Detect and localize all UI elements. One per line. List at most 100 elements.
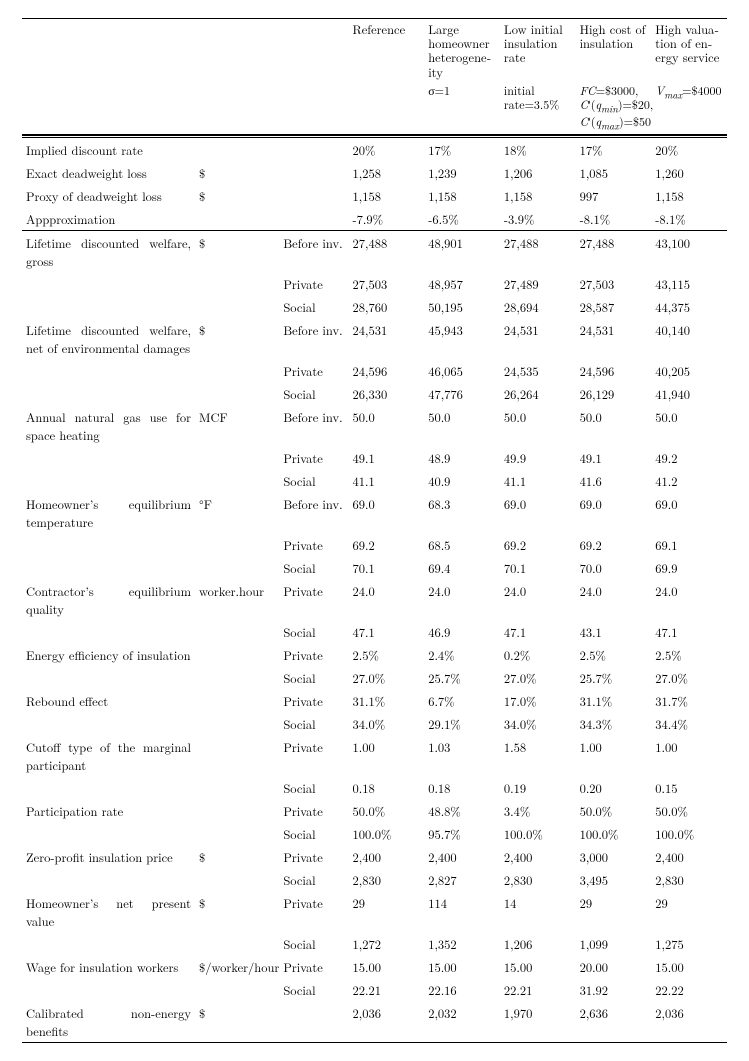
param-note-init-rate: initial rate=3.5% — [500, 82, 576, 135]
val-large-het: 68.5 — [424, 533, 500, 556]
val-high-cost: 24.0 — [576, 579, 652, 620]
val-reference: 41.1 — [349, 469, 425, 492]
row-scenario: Private — [279, 446, 348, 469]
val-low-init: 24,531 — [500, 318, 576, 359]
val-low-init: 2,830 — [500, 868, 576, 891]
val-low-init: 34.0% — [500, 712, 576, 735]
param-note-vmax: Vmax=$4000 — [651, 82, 727, 135]
table-row: Private49.148.949.949.149.2 — [22, 446, 727, 469]
val-low-init: 1,158 — [500, 184, 576, 207]
col-head-low-init: Low initial insulation rate — [500, 19, 576, 82]
val-high-val: 49.2 — [651, 446, 727, 469]
val-reference: 69.0 — [349, 492, 425, 533]
table-row: Social26,33047,77626,26426,12941,940 — [22, 382, 727, 405]
row-scenario: Private — [279, 891, 348, 932]
val-reference: -7.9% — [349, 207, 425, 231]
val-reference: 26,330 — [349, 382, 425, 405]
row-label: Annual natural gas use for space heating — [22, 405, 195, 446]
val-high-cost: 50.0 — [576, 405, 652, 446]
table-row: Social70.169.470.170.069.9 — [22, 556, 727, 579]
row-scenario — [279, 184, 348, 207]
val-reference: 29 — [349, 891, 425, 932]
val-high-cost: 1,099 — [576, 932, 652, 955]
val-reference: 34.0% — [349, 712, 425, 735]
row-scenario: Private — [279, 955, 348, 978]
val-reference: 0.18 — [349, 776, 425, 799]
row-scenario: Private — [279, 735, 348, 776]
val-reference: 24,596 — [349, 359, 425, 382]
val-low-init: 1,206 — [500, 161, 576, 184]
val-large-het: 1.03 — [424, 735, 500, 776]
val-high-cost: 70.0 — [576, 556, 652, 579]
val-large-het: 17% — [424, 137, 500, 162]
val-low-init: 49.9 — [500, 446, 576, 469]
val-high-val: 1.00 — [651, 735, 727, 776]
row-scenario: Before inv. — [279, 231, 348, 273]
row-label: Wage for insulation workers — [22, 955, 195, 978]
row-scenario: Private — [279, 272, 348, 295]
val-high-cost: 41.6 — [576, 469, 652, 492]
val-large-het: 50.0 — [424, 405, 500, 446]
val-reference: 100.0% — [349, 822, 425, 845]
val-large-het: 2,827 — [424, 868, 500, 891]
row-unit — [195, 533, 279, 556]
row-label — [22, 932, 195, 955]
row-label — [22, 533, 195, 556]
row-unit: $ — [195, 161, 279, 184]
table-row: Wage for insulation workers$/worker/hour… — [22, 955, 727, 978]
val-high-cost: 43.1 — [576, 620, 652, 643]
row-scenario: Social — [279, 666, 348, 689]
row-unit: $ — [195, 318, 279, 359]
val-high-cost: 1.00 — [576, 735, 652, 776]
val-low-init: 2,400 — [500, 845, 576, 868]
val-high-val: 27.0% — [651, 666, 727, 689]
row-scenario: Social — [279, 469, 348, 492]
param-note-reference — [349, 82, 425, 135]
val-reference: 24,531 — [349, 318, 425, 359]
val-large-het: 22.16 — [424, 978, 500, 1001]
val-large-het: 69.4 — [424, 556, 500, 579]
row-label: Rebound effect — [22, 689, 195, 712]
row-scenario: Social — [279, 620, 348, 643]
row-unit — [195, 666, 279, 689]
val-low-init: 27,489 — [500, 272, 576, 295]
val-large-het: 48.9 — [424, 446, 500, 469]
val-high-cost: 31.92 — [576, 978, 652, 1001]
table-row: Appproximation-7.9%-6.5%-3.9%-8.1%-8.1% — [22, 207, 727, 231]
row-scenario: Private — [279, 359, 348, 382]
val-low-init: 70.1 — [500, 556, 576, 579]
val-high-val: 50.0 — [651, 405, 727, 446]
val-high-cost: 1,085 — [576, 161, 652, 184]
val-reference: 47.1 — [349, 620, 425, 643]
table-row: Calibrated non-energy benefits$2,0362,03… — [22, 1001, 727, 1043]
row-unit — [195, 272, 279, 295]
row-unit: $ — [195, 891, 279, 932]
val-large-het: -6.5% — [424, 207, 500, 231]
table-row: Lifetime discounted welfare, net of envi… — [22, 318, 727, 359]
val-low-init: 69.0 — [500, 492, 576, 533]
val-reference: 70.1 — [349, 556, 425, 579]
val-high-cost: 2.5% — [576, 643, 652, 666]
row-scenario: Social — [279, 382, 348, 405]
row-unit — [195, 556, 279, 579]
row-unit — [195, 712, 279, 735]
val-high-val: 2,830 — [651, 868, 727, 891]
val-high-cost: 50.0% — [576, 799, 652, 822]
val-high-val: 100.0% — [651, 822, 727, 845]
col-blank-1 — [22, 19, 195, 82]
val-high-val: 1,158 — [651, 184, 727, 207]
row-scenario: Private — [279, 845, 348, 868]
val-low-init: 0.2% — [500, 643, 576, 666]
val-reference: 2,400 — [349, 845, 425, 868]
val-reference: 20% — [349, 137, 425, 162]
row-label — [22, 295, 195, 318]
row-unit — [195, 207, 279, 231]
row-unit — [195, 382, 279, 405]
val-reference: 27,488 — [349, 231, 425, 273]
table-row: Social47.146.947.143.147.1 — [22, 620, 727, 643]
row-scenario — [279, 1001, 348, 1043]
val-low-init: 1,206 — [500, 932, 576, 955]
val-low-init: 69.2 — [500, 533, 576, 556]
val-large-het: 46,065 — [424, 359, 500, 382]
val-high-cost: 26,129 — [576, 382, 652, 405]
